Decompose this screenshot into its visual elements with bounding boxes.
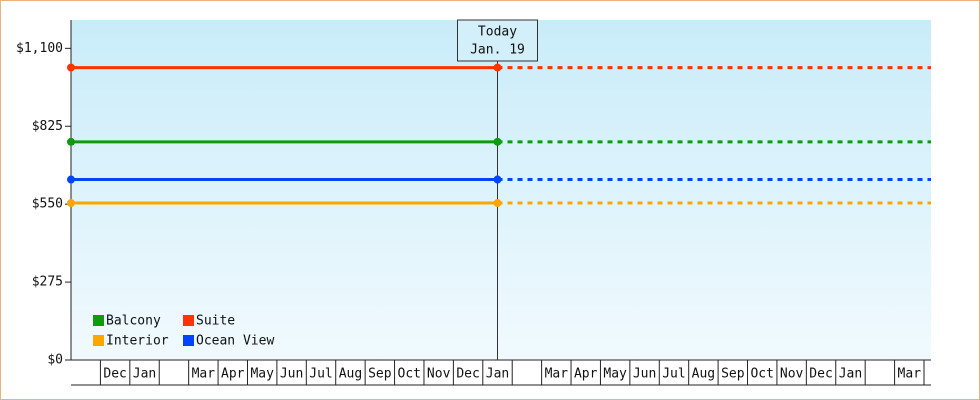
x-tick-label: Aug [339,367,362,382]
legend-swatch [183,315,194,326]
today-title: Today [478,25,517,40]
x-tick-label: Mar [192,367,216,382]
x-tick-label: Jul [309,367,332,382]
price-point [67,175,75,184]
x-tick-label: Aug [692,367,715,382]
y-tick-label: $825 [32,119,63,134]
x-tick-label: Mar [898,367,922,382]
x-tick-label: Jan [839,367,862,382]
legend-swatch [93,335,104,346]
x-tick-label: Sep [368,367,392,382]
x-tick-label: Dec [809,367,832,382]
today-date: Jan. 19 [470,43,525,58]
x-tick-label: Mar [545,367,569,382]
x-tick-label: Sep [721,367,745,382]
x-tick-label: Nov [780,367,804,382]
x-tick-label: Nov [427,367,451,382]
x-tick-label: Apr [574,367,598,382]
legend-label: Ocean View [196,334,274,349]
price-point [67,199,75,208]
price-point [493,199,502,208]
price-point [67,137,75,146]
x-tick-label: Jul [662,367,685,382]
legend-swatch [183,335,194,346]
x-tick-label: Oct [398,367,421,382]
x-tick-label: Dec [103,367,126,382]
legend-label: Balcony [106,314,161,329]
x-tick-label: Jun [633,367,656,382]
y-tick-label: $1,100 [16,41,63,56]
y-tick-label: $550 [32,197,63,212]
legend-label: Suite [196,314,235,329]
price-point [493,63,502,72]
price-point [67,63,75,72]
x-tick-label: May [603,367,627,382]
price-point [493,137,502,146]
x-tick-label: Jan [133,367,156,382]
y-tick-label: $0 [47,353,63,368]
x-tick-label: Apr [221,367,245,382]
legend-label: Interior [106,334,169,349]
price-point [493,175,502,184]
legend-swatch [93,315,104,326]
x-tick-label: Jan [486,367,509,382]
x-tick-label: Dec [456,367,479,382]
plot-area [71,20,931,360]
x-tick-label: May [250,367,274,382]
today-box [457,19,538,62]
y-tick-label: $275 [32,275,63,290]
x-tick-label: Jun [280,367,303,382]
x-tick-label: Oct [750,367,773,382]
